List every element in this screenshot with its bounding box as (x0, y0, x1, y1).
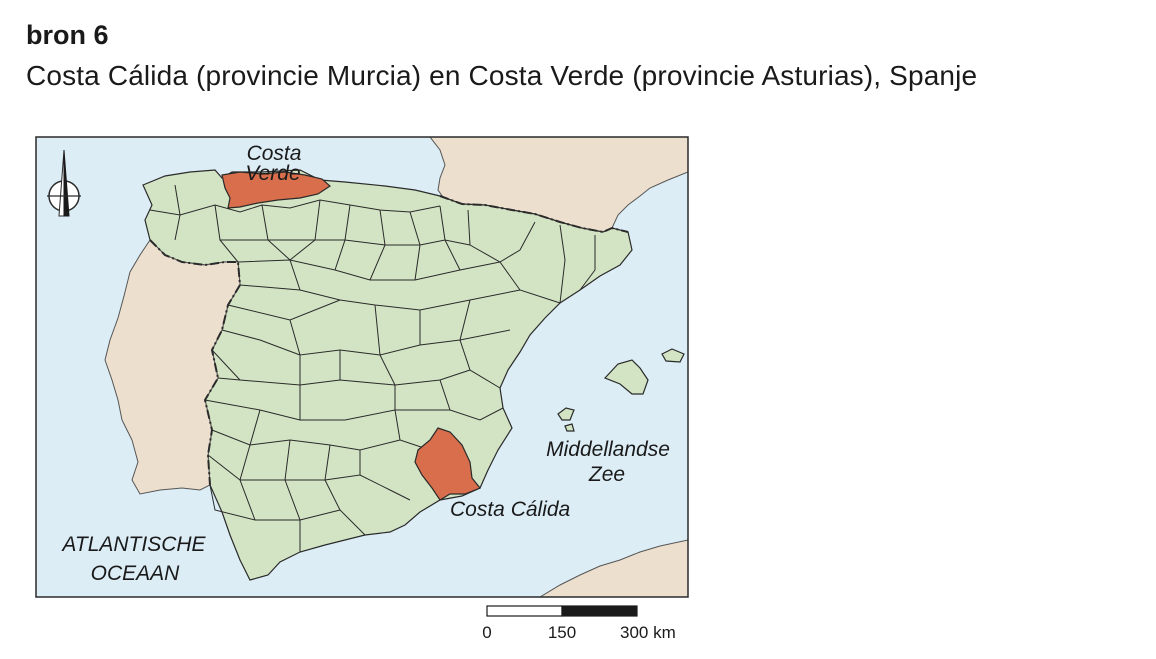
france-border (439, 195, 629, 234)
menorca-island (661, 348, 685, 363)
costa-verde-label-line2: Verde (245, 162, 300, 185)
sea-label-line2: Zee (588, 463, 625, 486)
mallorca-island (603, 359, 649, 395)
costa-calida-label: Costa Cálida (450, 498, 570, 521)
scale-bar-black-segment (561, 605, 638, 617)
source-heading: bron 6 (26, 20, 109, 50)
ocean-label-line2: OCEAAN (91, 562, 181, 585)
murcia-province (414, 427, 481, 501)
asturias-province (221, 171, 331, 209)
portugal-border (149, 239, 242, 486)
province-boundaries (149, 184, 596, 552)
map-frame (35, 136, 689, 598)
scale-tick-150: 150 (548, 623, 576, 642)
portugal-land (104, 239, 241, 495)
scale-tick-0: 0 (482, 623, 491, 642)
ocean-label-line1: ATLANTISCHE (60, 533, 206, 556)
north-arrow-icon (47, 149, 81, 217)
scale-tick-300: 300 km (620, 623, 676, 642)
scale-bar: 0 150 300 km (482, 605, 676, 642)
costa-verde-label-line1: Costa (247, 142, 302, 165)
source-subtitle: Costa Cálida (provincie Murcia) en Costa… (26, 60, 978, 91)
sea-label-line1: Middellandse (546, 438, 670, 461)
formentera-island (564, 423, 575, 432)
ibiza-island (557, 407, 575, 421)
africa-land (539, 539, 688, 597)
scale-bar-white-segment (486, 605, 563, 617)
